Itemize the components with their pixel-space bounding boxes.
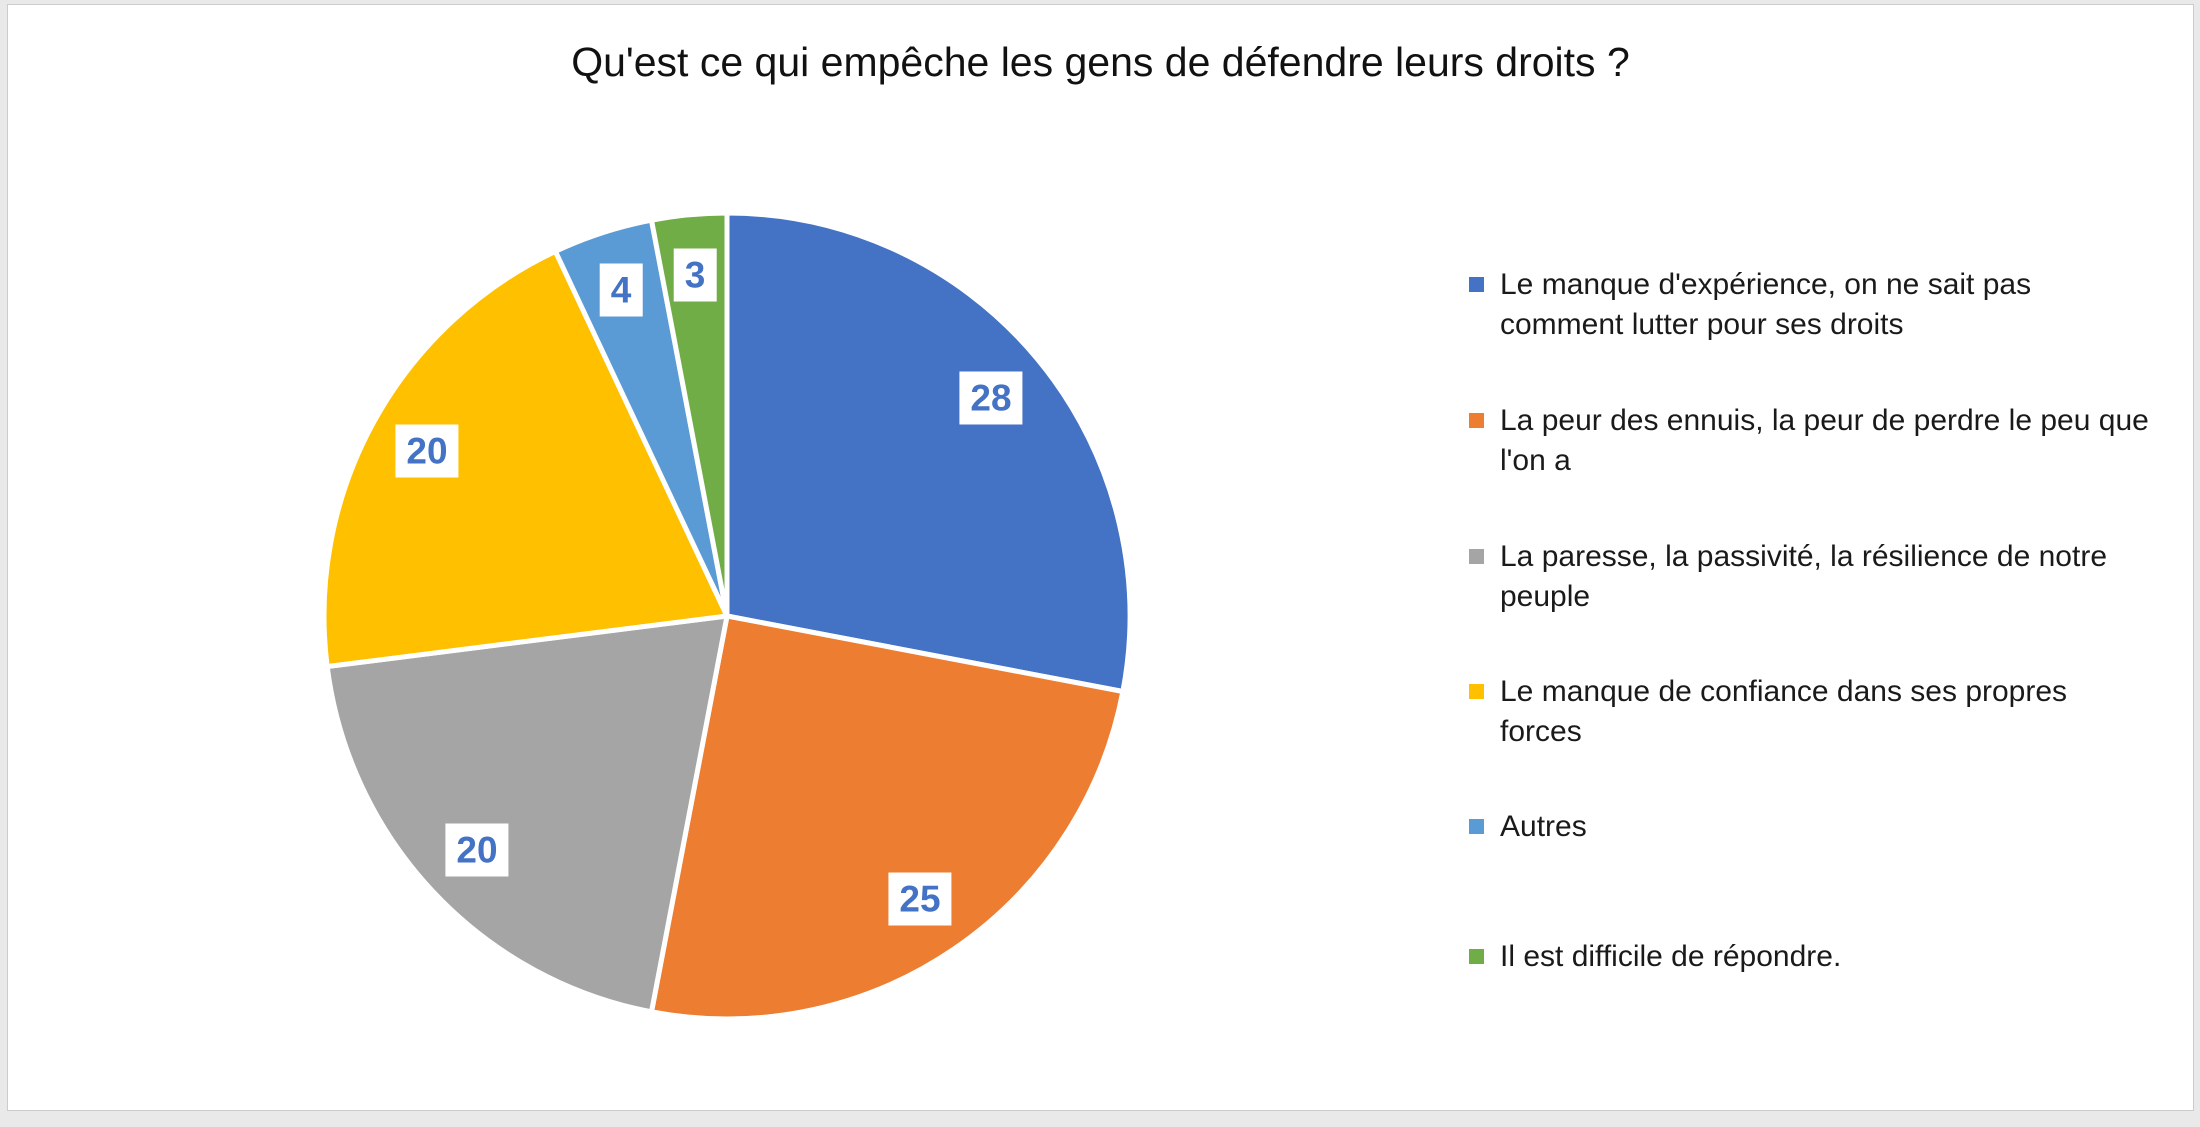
pie-data-label-5: 3 <box>673 248 717 302</box>
pie-data-label-2: 20 <box>445 823 509 877</box>
legend-item-2: La paresse, la passivité, la résilience … <box>1469 537 2155 617</box>
pie-slice-5 <box>648 210 730 619</box>
pie-slice-1 <box>648 613 1126 1022</box>
legend-label: Le manque d'expérience, on ne sait pas c… <box>1500 268 2032 341</box>
legend-label: La peur des ennuis, la peur de perdre le… <box>1500 404 2149 477</box>
legend-item-4: Autres <box>1469 807 2155 847</box>
legend-marker-icon <box>1469 819 1484 834</box>
chart-legend: Le manque d'expérience, on ne sait pas c… <box>1469 5 2199 1110</box>
pie-slice-0 <box>724 210 1133 695</box>
legend-label: Autres <box>1500 810 1587 843</box>
legend-label: Le manque de confiance dans ses propres … <box>1500 675 2068 748</box>
slide-canvas: Qu'est ce qui empêche les gens de défend… <box>7 4 2194 1111</box>
pie-data-label-4: 4 <box>599 263 643 317</box>
legend-label: La paresse, la passivité, la résilience … <box>1500 540 2108 613</box>
pie-slice-3 <box>321 248 730 670</box>
legend-marker-icon <box>1469 277 1484 292</box>
pie-plot-icon <box>321 210 1133 1022</box>
pie-data-label-3: 20 <box>395 424 459 478</box>
legend-marker-icon <box>1469 549 1484 564</box>
legend-item-3: Le manque de confiance dans ses propres … <box>1469 672 2155 752</box>
legend-item-5: Il est difficile de répondre. <box>1469 937 2155 977</box>
legend-marker-icon <box>1469 413 1484 428</box>
legend-marker-icon <box>1469 949 1484 964</box>
pie-slice-2 <box>324 613 730 1015</box>
pie-chart: 28 25 20 20 4 3 <box>8 5 2193 1110</box>
pie-data-label-0: 28 <box>959 371 1023 425</box>
chart-title: Qu'est ce qui empêche les gens de défend… <box>571 39 1630 85</box>
legend-label: Il est difficile de répondre. <box>1500 940 1842 973</box>
pie-data-label-1: 25 <box>888 872 952 926</box>
legend-item-1: La peur des ennuis, la peur de perdre le… <box>1469 401 2155 481</box>
legend-item-0: Le manque d'expérience, on ne sait pas c… <box>1469 265 2155 345</box>
legend-marker-icon <box>1469 684 1484 699</box>
